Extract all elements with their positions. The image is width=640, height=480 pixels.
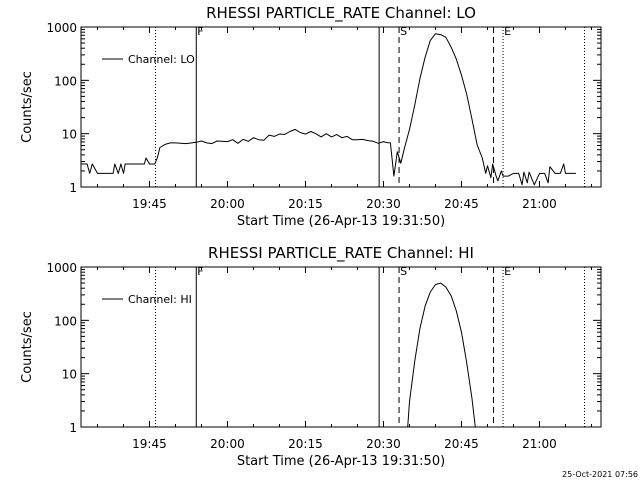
channel-hi-x-tick-label: 19:45	[132, 437, 167, 451]
channel-hi-marker-label: S	[400, 265, 407, 278]
channel-lo-x-axis-label: Start Time (26-Apr-13 19:31:50)	[237, 214, 445, 229]
channel-hi-x-tick-label: 20:45	[444, 437, 479, 451]
channel-hi-y-tick-label: 1000	[46, 261, 77, 275]
channel-hi-chart-title: RHESSI PARTICLE_RATE Channel: HI	[208, 244, 474, 263]
channel-lo-y-tick-label: 1	[69, 181, 77, 195]
channel-lo-y-tick-label: 10	[62, 128, 77, 142]
channel-lo-legend-label: Channel: LO	[128, 53, 195, 66]
channel-lo-y-axis-label: Counts/sec	[20, 71, 35, 143]
channel-hi-x-tick-label: 20:30	[366, 437, 401, 451]
channel-lo-panel: RHESSI PARTICLE_RATE Channel: LO Start Ti…	[20, 4, 602, 229]
channel-hi-rate-line	[407, 282, 476, 428]
channel-lo-marker-label: S	[400, 25, 407, 38]
channel-hi-y-axis-label: Counts/sec	[20, 311, 35, 383]
channel-lo-rate-line	[81, 33, 576, 186]
channel-hi-y-tick-label: 1	[69, 421, 77, 435]
generation-timestamp: 25-Oct-2021 07:56	[562, 470, 638, 479]
channel-lo-x-tick-label: 19:45	[132, 197, 167, 211]
channel-hi-x-tick-label: 21:00	[522, 437, 557, 451]
channel-lo-chart-title: RHESSI PARTICLE_RATE Channel: LO	[206, 4, 476, 23]
channel-lo-x-tick-label: 21:00	[522, 197, 557, 211]
channel-hi-x-tick-label: 20:00	[210, 437, 245, 451]
channel-lo-x-tick-label: 20:15	[288, 197, 323, 211]
channel-lo-x-tick-label: 20:30	[366, 197, 401, 211]
channel-hi-legend-label: Channel: HI	[128, 293, 192, 306]
channel-hi-panel: RHESSI PARTICLE_RATE Channel: HI Start Ti…	[20, 244, 602, 469]
channel-hi-marker-label: E	[504, 265, 511, 278]
channel-lo-plot-frame	[80, 26, 602, 188]
channel-hi-y-tick-label: 100	[54, 314, 77, 328]
channel-hi-plot-frame	[80, 266, 602, 428]
channel-hi-y-tick-label: 10	[62, 368, 77, 382]
channel-hi-x-axis-label: Start Time (26-Apr-13 19:31:50)	[237, 454, 445, 469]
channel-lo-marker-label: F	[197, 25, 203, 38]
channel-hi-x-tick-label: 20:15	[288, 437, 323, 451]
channel-lo-x-tick-label: 20:00	[210, 197, 245, 211]
channel-lo-x-tick-label: 20:45	[444, 197, 479, 211]
channel-lo-y-tick-label: 100	[54, 74, 77, 88]
channel-hi-marker-label: F	[197, 265, 203, 278]
channel-lo-marker-label: E	[504, 25, 511, 38]
channel-lo-y-tick-label: 1000	[46, 21, 77, 35]
